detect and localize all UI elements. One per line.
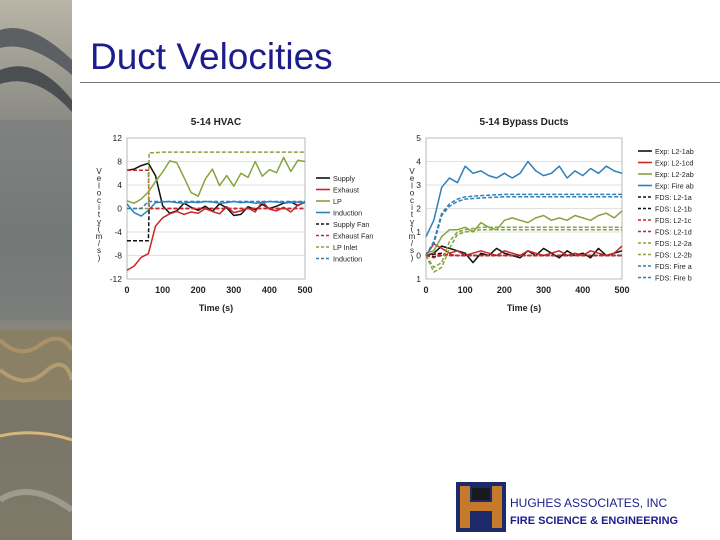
chart1-ytick-label: 5	[416, 133, 421, 143]
chart0-xtick-label: 200	[191, 285, 206, 295]
chart0-legend-label: Exhaust Fan	[333, 232, 373, 241]
chart0-xtick-label: 300	[226, 285, 241, 295]
chart0-ytick-label: 4	[117, 180, 122, 190]
chart1-legend-label: Exp: Fire ab	[655, 182, 694, 191]
chart1-legend-label: Exp: L2-1cd	[655, 159, 693, 168]
chart1-xtick-label: 300	[536, 285, 551, 295]
chart1-legend-label: FDS: L2-1c	[655, 216, 692, 225]
chart0-series-line-5	[127, 169, 305, 210]
company-logo	[456, 482, 506, 532]
chart1-series-line-2	[425, 210, 623, 254]
chart0-legend-label: Supply Fan	[333, 220, 369, 229]
chart0-legend-label: Induction	[333, 255, 362, 264]
title-divider	[80, 82, 720, 83]
chart0-xtick-label: 500	[297, 285, 312, 295]
chart1-ytick-label: 0	[416, 251, 421, 261]
chart1-series-line-9	[425, 228, 622, 273]
chart1-xtick-label: 0	[423, 285, 428, 295]
chart1-legend-label: FDS: L2-2b	[655, 251, 692, 260]
background-photo	[0, 0, 72, 540]
chart1-series-line-7	[425, 253, 622, 259]
chart0-series-line-2	[126, 156, 306, 204]
chart0-title: 5-14 HVAC	[191, 117, 241, 128]
chart0-ytick-label: -4	[114, 227, 122, 237]
chart1-legend-label: FDS: L2-1d	[655, 228, 692, 237]
hvac-chart: 5-14 HVAC -12 -8 -4 0 4 8 12 0 100 200 300 400 500 Tim…	[96, 117, 374, 313]
chart1-legend-label: FDS: L2-1a	[655, 193, 692, 202]
chart0-xtick-label: 100	[155, 285, 170, 295]
chart1-xtick-label: 100	[458, 285, 473, 295]
chart1-ytick-label: 4	[416, 157, 421, 167]
chart0-legend-label: Induction	[333, 209, 362, 218]
chart0-series-line-6	[127, 151, 305, 210]
chart0-ytick-label: -8	[114, 251, 122, 261]
chart0-ytick-label: -12	[110, 274, 123, 284]
chart1-legend-label: FDS: Fire a	[655, 262, 692, 271]
company-name: HUGHES ASSOCIATES, INC	[510, 496, 668, 510]
chart0-legend-label: Supply	[333, 174, 355, 183]
slide-title: Duct Velocities	[90, 36, 333, 77]
company-tagline: FIRE SCIENCE & ENGINEERING	[510, 515, 679, 527]
chart1-title: 5-14 Bypass Ducts	[480, 117, 569, 128]
chart1-ytick-label: 1	[416, 274, 421, 284]
chart1-legend-label: Exp: L2-1ab	[655, 147, 694, 156]
chart0-series-line-1	[126, 200, 306, 271]
chart1-xtick-label: 400	[575, 285, 590, 295]
chart1-xtick-label: 200	[497, 285, 512, 295]
chart1-xtick-label: 500	[614, 285, 629, 295]
chart1-xlabel: Time (s)	[507, 303, 541, 313]
chart0-ytick-label: 12	[113, 133, 123, 143]
chart0-legend-label: LP	[333, 197, 342, 206]
chart0-series-line-7	[127, 200, 305, 210]
chart1-legend-label: FDS: L2-1b	[655, 205, 692, 214]
chart0-ytick-label: 8	[117, 157, 122, 167]
chart1-ytick-label: 1	[416, 227, 421, 237]
chart1-series-line-11	[425, 196, 622, 256]
chart0-xtick-label: 0	[124, 285, 129, 295]
chart1-legend-label: FDS: Fire b	[655, 274, 692, 283]
chart1-series-line-3	[425, 160, 623, 238]
chart1-series-line-8	[425, 226, 622, 269]
chart1-series-line-10	[425, 193, 622, 256]
chart1-ytick-label: 2	[416, 204, 421, 214]
chart0-ytick-label: 0	[117, 204, 122, 214]
chart0-xtick-label: 400	[262, 285, 277, 295]
chart1-ytick-label: 3	[416, 180, 421, 190]
chart1-legend-label: FDS: L2-2a	[655, 239, 692, 248]
chart1-series-line-1	[425, 243, 623, 257]
chart1-legend-label: Exp: L2-2ab	[655, 170, 694, 179]
chart0-xlabel: Time (s)	[199, 303, 233, 313]
chart0-legend-label: LP Inlet	[333, 243, 357, 252]
chart0-legend-label: Exhaust	[333, 186, 359, 195]
